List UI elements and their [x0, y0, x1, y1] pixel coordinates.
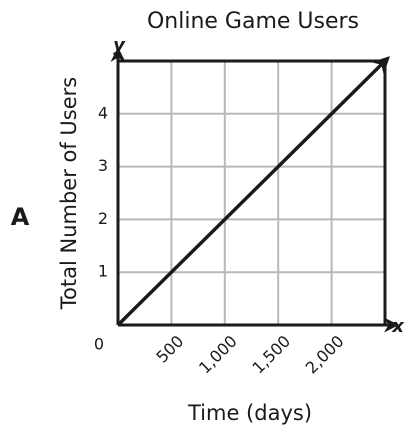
x-tick-label: 2,000 — [302, 332, 348, 378]
x-tick-label: 1,000 — [195, 332, 241, 378]
y-tick-label: 0 — [94, 335, 104, 354]
chart-title: Online Game Users — [147, 9, 359, 34]
y-tick-label: 4 — [98, 103, 108, 122]
y-axis-letter: y — [113, 35, 126, 56]
y-axis-label: Total Number of Users — [57, 77, 81, 310]
y-tick-label: 2 — [98, 209, 108, 228]
x-axis-label: Time (days) — [187, 401, 312, 425]
x-axis-letter: x — [391, 316, 405, 337]
x-tick-label: 1,500 — [248, 332, 294, 378]
y-tick-label: 3 — [98, 156, 108, 175]
panel-label: A — [11, 203, 30, 231]
y-tick-label: 1 — [98, 262, 108, 281]
data-line — [116, 56, 390, 327]
x-tick-label: 500 — [152, 332, 187, 367]
